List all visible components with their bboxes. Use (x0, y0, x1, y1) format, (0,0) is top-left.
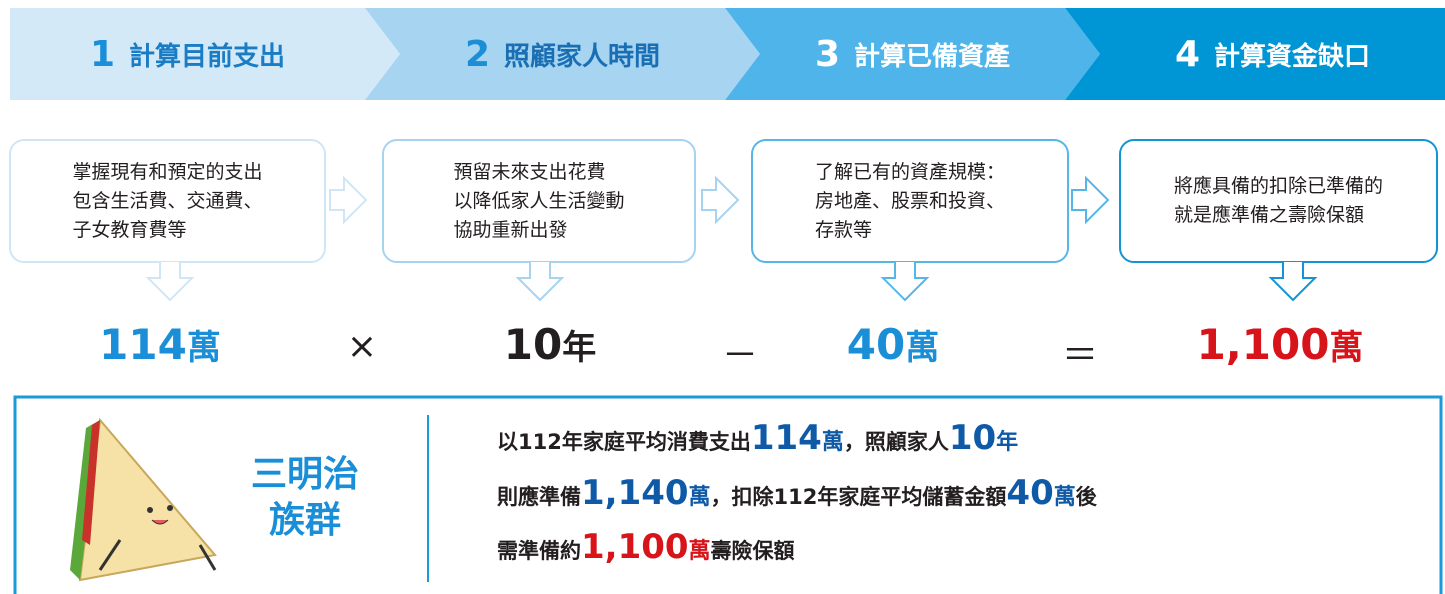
box: 掌握現有和預定的支出包含生活費、交通費、子女教育費等 (10, 140, 325, 262)
step: 3 計算已備資產 (760, 8, 1065, 100)
summary-run: ，扣除112年家庭平均儲蓄金額 (711, 485, 1007, 509)
summary-run: ，照顧家人 (844, 430, 949, 454)
summary-run: 10 (949, 418, 996, 458)
box-text: 預留未來支出花費以降低家人生活變動協助重新出發 (453, 158, 624, 245)
formula-term: 114萬 (99, 320, 221, 369)
operator: × (347, 326, 377, 367)
box-line: 掌握現有和預定的支出 (72, 158, 262, 187)
summary-run: 壽險保額 (711, 539, 795, 563)
operator: － (722, 326, 758, 378)
box-line: 子女教育費等 (72, 216, 262, 245)
formula-value: 40 (847, 320, 905, 369)
summary-run: 萬 (689, 539, 711, 564)
summary-run: 需準備約 (497, 539, 581, 563)
box-line: 就是應準備之壽險保額 (1174, 201, 1383, 230)
box-line: 將應具備的扣除已準備的 (1174, 172, 1383, 201)
summary-run: 則應準備 (497, 485, 581, 509)
formula-value: 114 (99, 320, 187, 369)
formula-unit: 年 (562, 328, 596, 368)
box-line: 存款等 (815, 216, 1005, 245)
arrow-down (148, 262, 192, 300)
box-line: 房地產、股票和投資、 (815, 187, 1005, 216)
summary-run: 114 (751, 418, 822, 458)
summary-line: 需準備約1,100萬壽險保額 (497, 527, 795, 567)
formula-unit: 萬 (187, 328, 221, 368)
box: 將應具備的扣除已準備的就是應準備之壽險保額 (1120, 140, 1437, 262)
box: 了解已有的資產規模：房地產、股票和投資、存款等 (752, 140, 1068, 262)
box-text: 掌握現有和預定的支出包含生活費、交通費、子女教育費等 (72, 158, 262, 245)
summary-run: 年 (996, 430, 1018, 455)
profile-line: 族群 (240, 498, 370, 544)
summary-run: 萬 (689, 485, 711, 510)
summary-run: 1,140 (581, 473, 689, 513)
formula-unit: 萬 (905, 328, 939, 368)
profile-line: 三明治 (240, 452, 370, 498)
profile-title: 三明治族群 (240, 452, 370, 544)
summary-run: 萬 (1054, 485, 1076, 510)
step: 2 照顧家人時間 (400, 8, 725, 100)
formula-value: 1,100 (1197, 320, 1330, 369)
page: 1 計算目前支出 2 照顧家人時間 3 計算已備資產 4 計算資金缺口掌握現有和預定的支出包含… (0, 0, 1445, 594)
operator: ＝ (1062, 326, 1098, 378)
formula-term: 10年 (504, 320, 596, 369)
step-number: 2 (465, 34, 490, 75)
box-text: 了解已有的資產規模：房地產、股票和投資、存款等 (815, 158, 1005, 245)
summary-line: 則應準備1,140萬，扣除112年家庭平均儲蓄金額40萬後 (497, 473, 1097, 513)
step-label: 計算已備資產 (854, 36, 1010, 73)
sandwich-illustration (70, 420, 215, 580)
step-number: 3 (815, 34, 840, 75)
summary-run: 後 (1076, 485, 1097, 509)
arrow-down (883, 262, 927, 300)
step-number: 1 (90, 34, 115, 75)
box-line: 了解已有的資產規模： (815, 158, 1005, 187)
summary-line: 以112年家庭平均消費支出114萬，照顧家人10年 (497, 418, 1018, 458)
step: 4 計算資金缺口 (1100, 8, 1445, 100)
box-line: 包含生活費、交通費、 (72, 187, 262, 216)
summary-run: 以112年家庭平均消費支出 (497, 430, 751, 454)
arrow-right (330, 178, 366, 222)
formula-term: 40萬 (847, 320, 939, 369)
step-number: 4 (1175, 34, 1200, 75)
box-line: 預留未來支出花費 (453, 158, 624, 187)
box-text: 將應具備的扣除已準備的就是應準備之壽險保額 (1174, 172, 1383, 230)
box-line: 以降低家人生活變動 (453, 187, 624, 216)
box-line: 協助重新出發 (453, 216, 624, 245)
arrow-down (518, 262, 562, 300)
formula-term: 1,100萬 (1197, 320, 1364, 369)
step: 1 計算目前支出 (10, 8, 365, 100)
step-label: 計算目前支出 (129, 36, 285, 73)
step-label: 計算資金缺口 (1214, 36, 1370, 73)
arrow-right (1072, 178, 1108, 222)
formula-value: 10 (504, 320, 562, 369)
box: 預留未來支出花費以降低家人生活變動協助重新出發 (383, 140, 695, 262)
summary-run: 40 (1006, 473, 1053, 513)
summary-run: 1,100 (581, 527, 689, 567)
summary-run: 萬 (822, 430, 844, 455)
formula-unit: 萬 (1329, 328, 1363, 368)
step-label: 照顧家人時間 (504, 36, 660, 73)
arrow-right (702, 178, 738, 222)
arrow-down (1271, 262, 1315, 300)
